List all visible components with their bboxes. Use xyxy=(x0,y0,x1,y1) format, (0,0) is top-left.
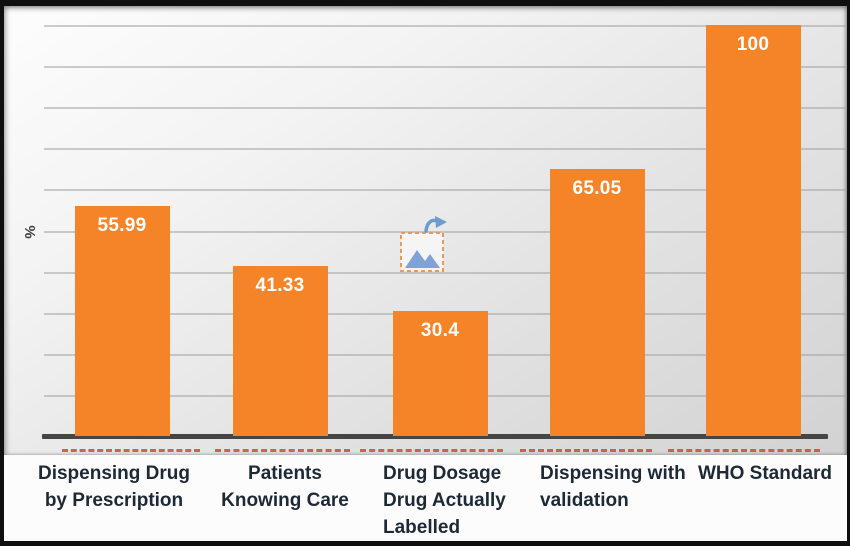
bar-value-label: 41.33 xyxy=(255,275,305,297)
refresh-arrow-icon xyxy=(424,218,439,233)
bar-3[interactable]: 65.05 xyxy=(549,168,645,436)
y-axis-title: % xyxy=(21,225,38,239)
frame-border-right xyxy=(847,0,850,546)
gridline xyxy=(44,271,846,274)
broken-image-placeholder-icon[interactable] xyxy=(398,216,448,274)
red-dashed-mark xyxy=(360,449,503,452)
frame-border-left xyxy=(0,0,4,546)
bar-2[interactable]: 30.4 xyxy=(392,311,488,436)
gridline xyxy=(44,25,846,27)
category-label-2[interactable]: Drug Dosage Drug Actually Labelled xyxy=(383,463,506,538)
bar-value-label: 55.99 xyxy=(97,214,147,236)
red-dashed-mark xyxy=(668,449,820,452)
bar-value-label: 30.4 xyxy=(420,320,460,342)
frame-border-bottom xyxy=(0,541,850,546)
category-label-4[interactable]: WHO Standard xyxy=(697,463,833,484)
gridline xyxy=(44,230,846,233)
gridline xyxy=(44,148,846,151)
refresh-arrow-head xyxy=(435,216,447,228)
category-label-strip xyxy=(4,455,847,541)
red-dashed-mark xyxy=(62,449,200,452)
frame-border-top xyxy=(0,0,850,6)
category-label-1[interactable]: Patients Knowing Care xyxy=(221,463,349,511)
gridline xyxy=(44,107,846,110)
category-label-0[interactable]: Dispensing Drug by Prescription xyxy=(37,463,190,511)
gridline xyxy=(44,189,846,192)
image-placeholder-svg xyxy=(400,216,447,272)
bar-value-label: 65.05 xyxy=(572,177,622,199)
x-axis-line xyxy=(42,434,828,439)
bar-value-label: 100 xyxy=(736,34,770,55)
bar-0[interactable]: 55.99 xyxy=(74,205,170,436)
gridline xyxy=(44,66,846,69)
red-dashed-mark xyxy=(215,449,350,452)
mountain-icon xyxy=(405,250,440,268)
bar-1[interactable]: 41.33 xyxy=(232,266,328,436)
bar-4[interactable]: 100 xyxy=(705,25,801,436)
red-dashed-mark xyxy=(520,449,652,452)
category-label-3[interactable]: Dispensing with validation xyxy=(540,463,686,511)
